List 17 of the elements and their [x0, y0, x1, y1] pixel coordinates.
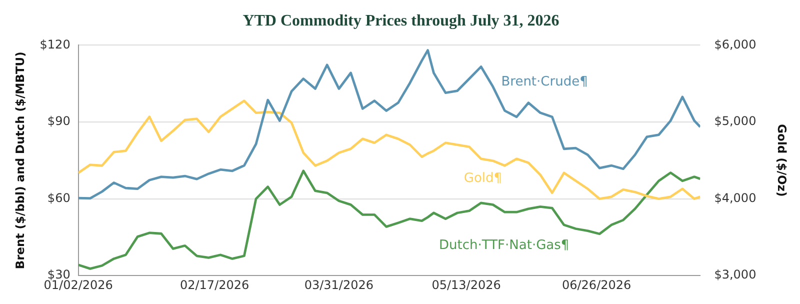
- x-tick-label: 02/17/2026: [180, 278, 250, 292]
- y2-tick-label: $6,000: [714, 37, 756, 52]
- y2-tick-label: $5,000: [714, 114, 756, 128]
- series-label: Gold¶: [464, 171, 502, 186]
- y2-axis-title: Gold ($/Oz): [775, 124, 790, 197]
- y-axis-title: Brent ($/bbl) and Dutch ($/MBTU): [12, 52, 27, 270]
- y-tick-label: $60: [47, 190, 70, 205]
- series-label: Brent·Crude¶: [501, 74, 588, 90]
- series-label: Dutch·TTF·Nat·Gas¶: [439, 238, 570, 254]
- x-tick-label: 03/31/2026: [304, 278, 374, 292]
- x-tick-label: 05/13/2026: [432, 278, 501, 292]
- x-tick-label: 06/26/2026: [562, 278, 632, 292]
- y-tick-label: $90: [47, 114, 70, 128]
- y2-tick-label: $4,000: [714, 190, 756, 205]
- chart-title: YTD Commodity Prices through July 31, 2026: [242, 12, 560, 30]
- y2-tick-label: $3,000: [714, 268, 756, 282]
- y-tick-label: $120: [40, 37, 70, 52]
